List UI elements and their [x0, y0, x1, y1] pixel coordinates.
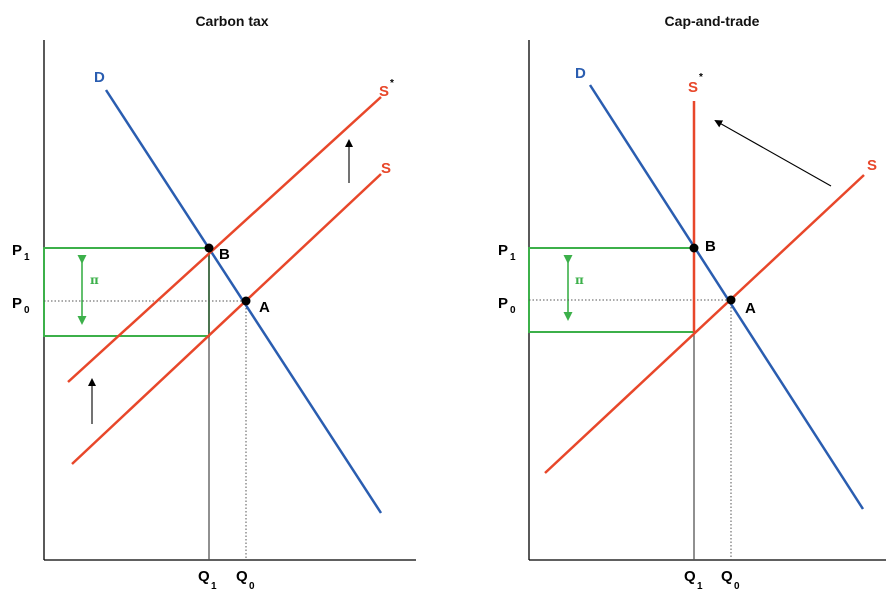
- q0-label: Q: [236, 568, 248, 585]
- permit-price-box: [528, 247, 695, 333]
- point-a-label: A: [259, 299, 270, 316]
- tax-wedge-box: [43, 247, 210, 337]
- supply-label: S: [867, 157, 877, 174]
- demand-label: D: [94, 69, 105, 86]
- cap-and-trade-panel: Cap-and-trade π B A D S * S P 1 P: [498, 13, 886, 592]
- carbon-tax-title: Carbon tax: [195, 13, 268, 29]
- point-b-label: B: [705, 238, 716, 255]
- supply-shifted-label: S: [379, 83, 389, 100]
- cap-supply-label: S: [688, 79, 698, 96]
- tax-wedge-label: π: [90, 273, 99, 287]
- point-b-label: B: [219, 246, 230, 263]
- cap-supply-star: *: [699, 72, 703, 83]
- q1-sub: 1: [697, 581, 703, 592]
- demand-curve: [588, 84, 865, 510]
- p1-label: P: [498, 242, 508, 259]
- q1-label: Q: [684, 568, 696, 585]
- supply-curve: [71, 173, 382, 465]
- supply-label: S: [381, 160, 391, 177]
- point-a-label: A: [745, 300, 756, 317]
- supply-shifted-curve: [67, 96, 382, 383]
- supply-shifted-star: *: [390, 78, 394, 89]
- p1-sub: 1: [510, 252, 516, 263]
- demand-label: D: [575, 65, 586, 82]
- q1-sub: 1: [211, 581, 217, 592]
- carbon-tax-panel: Carbon tax π B A D S * S P 1 P: [12, 13, 416, 592]
- cap-and-trade-title: Cap-and-trade: [665, 13, 760, 29]
- p0-label: P: [12, 295, 22, 312]
- p0-sub: 0: [24, 305, 30, 316]
- point-a: [241, 296, 251, 306]
- point-b: [204, 243, 214, 253]
- q1-label: Q: [198, 568, 210, 585]
- shift-arrow: [714, 120, 832, 187]
- point-b: [689, 243, 699, 253]
- p0-label: P: [498, 295, 508, 312]
- p0-sub: 0: [510, 305, 516, 316]
- q0-sub: 0: [734, 581, 740, 592]
- point-a: [726, 295, 736, 305]
- p1-label: P: [12, 242, 22, 259]
- q0-sub: 0: [249, 581, 255, 592]
- supply-curve: [544, 174, 865, 474]
- p1-sub: 1: [24, 252, 30, 263]
- q0-label: Q: [721, 568, 733, 585]
- permit-price-label: π: [575, 273, 584, 287]
